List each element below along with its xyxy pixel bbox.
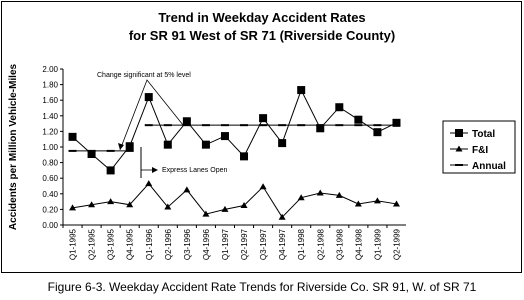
point-marker xyxy=(125,142,134,151)
event-arrowhead xyxy=(152,167,158,173)
point-marker xyxy=(354,115,363,124)
series-line xyxy=(72,182,397,219)
point-marker xyxy=(87,150,96,159)
x-tick-label: Q1-1999 xyxy=(373,228,382,260)
point-marker xyxy=(373,128,382,137)
y-tick-label: 0.20 xyxy=(42,205,58,214)
x-tick-label: Q2-1997 xyxy=(240,228,249,260)
point-marker xyxy=(202,210,210,217)
annotation-arrowhead xyxy=(118,143,124,150)
point-marker xyxy=(144,93,153,102)
point-marker xyxy=(354,200,362,207)
x-tick-label: Q3-1995 xyxy=(107,228,116,260)
y-tick-label: 1.80 xyxy=(42,81,58,90)
x-tick-label: Q4-1995 xyxy=(126,228,135,260)
point-marker xyxy=(455,129,463,137)
point-marker xyxy=(107,198,115,205)
point-marker xyxy=(88,201,96,208)
y-tick-label: 1.40 xyxy=(42,112,58,121)
point-marker xyxy=(68,132,77,141)
point-marker xyxy=(316,124,325,133)
x-tick-label: Q4-1996 xyxy=(202,228,211,260)
point-marker xyxy=(163,140,172,149)
point-marker xyxy=(373,197,381,204)
x-tick-label: Q2-1999 xyxy=(392,228,401,260)
point-marker xyxy=(259,114,268,123)
point-marker xyxy=(278,139,287,148)
point-marker xyxy=(240,202,248,208)
point-marker xyxy=(221,205,229,212)
legend-label: Annual xyxy=(472,161,506,172)
point-marker xyxy=(164,203,172,210)
chart-frame xyxy=(1,1,522,273)
point-marker xyxy=(126,201,134,208)
point-marker xyxy=(106,166,115,175)
annotation-text: Change significant at 5% level xyxy=(97,72,191,79)
point-marker xyxy=(297,86,306,95)
y-tick-label: 1.00 xyxy=(42,143,58,152)
y-tick-label: 0.40 xyxy=(42,190,58,199)
point-marker xyxy=(392,118,401,127)
y-tick-label: 1.20 xyxy=(42,127,58,136)
chart-title: Trend in Weekday Accident Rates xyxy=(158,10,365,25)
y-tick-label: 2.00 xyxy=(42,65,58,74)
y-tick-label: 0.60 xyxy=(42,174,58,183)
point-marker xyxy=(220,132,229,141)
point-marker xyxy=(183,186,191,193)
point-marker xyxy=(392,200,400,207)
y-tick-label: 0.00 xyxy=(42,221,58,230)
x-tick-label: Q3-1996 xyxy=(183,228,192,260)
y-tick-label: 0.80 xyxy=(42,159,58,168)
point-marker xyxy=(182,117,191,126)
x-tick-label: Q3-1997 xyxy=(259,228,268,260)
point-marker xyxy=(297,194,305,201)
x-tick-label: Q4-1997 xyxy=(278,228,287,260)
annotation-text: Express Lanes Open xyxy=(162,167,227,174)
caption: Figure 6-3. Weekday Accident Rate Trends… xyxy=(48,280,477,294)
point-marker xyxy=(240,152,249,161)
legend-label: F&I xyxy=(472,145,488,156)
annotation-line xyxy=(119,79,184,151)
x-tick-label: Q1-1998 xyxy=(297,228,306,260)
legend-label: Total xyxy=(472,129,495,140)
x-tick-label: Q1-1997 xyxy=(221,228,230,260)
point-marker xyxy=(278,213,286,220)
x-tick-label: Q2-1995 xyxy=(88,228,97,260)
x-tick-label: Q1-1995 xyxy=(69,228,78,260)
point-marker xyxy=(455,145,463,152)
point-marker xyxy=(69,204,77,211)
series-line xyxy=(72,88,397,172)
chart-subtitle: for SR 91 West of SR 71 (Riverside Count… xyxy=(129,28,395,43)
x-tick-label: Q1-1996 xyxy=(145,228,154,260)
point-marker xyxy=(335,191,343,198)
y-axis-label: Accidents per Million Vehicle-Miles xyxy=(8,63,19,230)
point-marker xyxy=(335,103,344,112)
x-tick-label: Q2-1996 xyxy=(164,228,173,260)
x-tick-label: Q2-1998 xyxy=(316,228,325,260)
point-marker xyxy=(145,180,153,187)
point-marker xyxy=(316,189,324,196)
x-tick-label: Q4-1998 xyxy=(354,228,363,260)
point-marker xyxy=(259,183,267,190)
y-tick-label: 1.60 xyxy=(42,96,58,105)
point-marker xyxy=(201,140,210,149)
x-tick-label: Q3-1998 xyxy=(335,228,344,260)
